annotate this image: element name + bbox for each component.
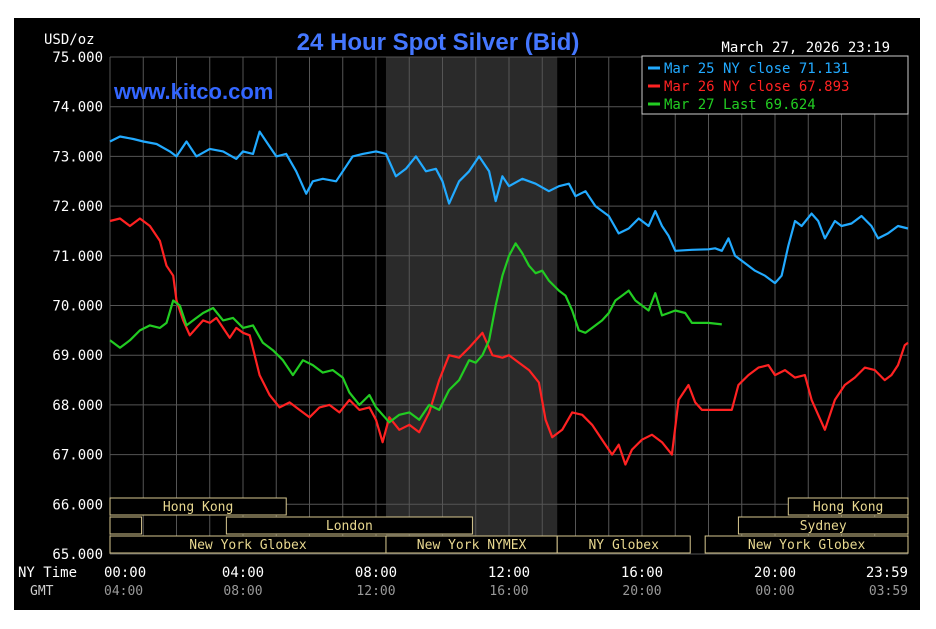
legend-entry: Mar 26 NY close 67.893 [664,79,849,95]
y-tick-label: 65.000 [52,547,103,563]
ny-time-axis-label: NY Time [18,565,77,581]
x-tick-label-gmt: 08:00 [223,584,262,599]
session-bar [704,535,909,554]
x-tick-label-ny: 04:00 [222,565,264,581]
y-tick-label: 72.000 [52,199,103,215]
x-tick-label-gmt: 16:00 [489,584,528,599]
session-label: New York NYMEX [417,538,527,553]
session-label: NY Globex [588,538,659,553]
x-tick-label-ny: 00:00 [104,565,146,581]
x-tick-label-gmt: 00:00 [755,584,794,599]
legend: Mar 25 NY close 71.131 Mar 26 NY close 67… [648,61,849,113]
session-bar [109,497,287,516]
y-tick-label: 74.000 [52,100,103,116]
y-tick-label: 66.000 [52,497,103,513]
y-axis: 65.000 66.000 67.000 68.000 69.000 70.000 71.0… [52,50,103,563]
series-line-3 [109,242,722,424]
x-tick-label-ny: 12:00 [488,565,530,581]
session-label: London [326,519,373,534]
x-tick-label-gmt: 20:00 [622,584,661,599]
x-tick-label-ny: 20:00 [754,565,796,581]
series-line-1 [109,130,909,285]
legend-box [641,55,909,115]
session-bar [225,516,473,535]
legend-entry: Mar 27 Last 69.624 [664,97,816,113]
x-tick-label-ny: 16:00 [621,565,663,581]
y-tick-label: 68.000 [52,398,103,414]
series-layer [109,130,909,466]
y-tick-label: 73.000 [52,149,103,165]
session-label: Sydney [800,519,847,534]
series-line-2 [109,217,909,466]
datetime-label: March 27, 2026 23:19 [721,40,890,56]
gmt-axis-label: GMT [30,584,54,599]
session-bars: Hong Kong Hong Kong London Sydney New York G… [109,497,909,554]
y-tick-label: 75.000 [52,50,103,66]
session-bar [787,497,909,516]
y-tick-label: 69.000 [52,348,103,364]
session-label: Hong Kong [813,500,883,515]
session-label: New York Globex [748,538,866,553]
y-tick-label: 71.000 [52,249,103,265]
unit-label: USD/oz [44,32,95,48]
x-tick-label-ny: 23:59 [866,565,908,581]
session-bar [556,535,691,554]
x-tick-label-gmt: 03:59 [869,584,908,599]
session-bar [109,516,143,535]
x-tick-label-gmt: 04:00 [104,584,143,599]
y-tick-label: 67.000 [52,448,103,464]
x-axis: 00:00 04:00 04:00 08:00 08:00 12:00 12:00 16:00… [104,565,908,599]
session-bar [737,516,909,535]
x-tick-label-gmt: 12:00 [356,584,395,599]
legend-entry: Mar 25 NY close 71.131 [664,61,849,77]
x-tick-label-ny: 08:00 [355,565,397,581]
session-label: New York Globex [189,538,307,553]
y-tick-label: 70.000 [52,299,103,315]
session-label: Hong Kong [163,500,233,515]
chart-title: 24 Hour Spot Silver (Bid) [297,29,580,56]
website-label: www.kitco.com [113,79,273,104]
